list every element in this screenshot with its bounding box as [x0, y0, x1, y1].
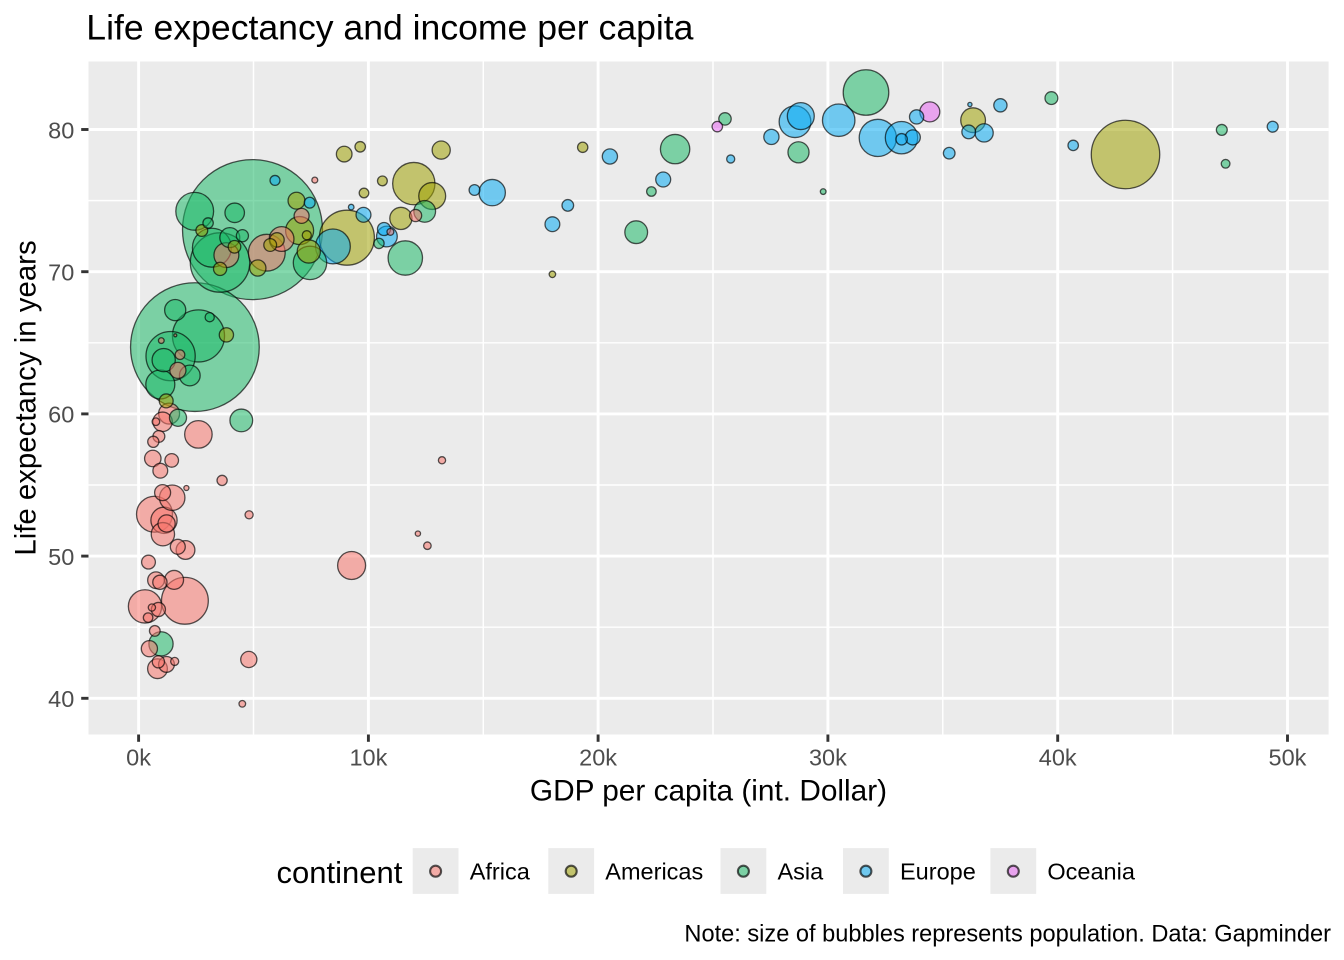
svg-text:Oceania: Oceania [1047, 859, 1135, 885]
svg-text:Life expectancy and income per: Life expectancy and income per capita [86, 8, 693, 48]
svg-text:GDP per capita (int. Dollar): GDP per capita (int. Dollar) [530, 775, 887, 808]
svg-text:80: 80 [48, 117, 74, 143]
svg-text:40k: 40k [1039, 744, 1077, 770]
svg-text:Asia: Asia [778, 859, 825, 885]
svg-text:50: 50 [48, 544, 74, 570]
svg-text:Americas: Americas [605, 859, 703, 885]
svg-text:50k: 50k [1269, 744, 1307, 770]
svg-text:Africa: Africa [470, 859, 531, 885]
svg-text:0k: 0k [126, 744, 151, 770]
svg-text:70: 70 [48, 260, 74, 286]
svg-text:Life expectancy in years: Life expectancy in years [10, 240, 43, 555]
svg-text:continent: continent [277, 855, 403, 890]
svg-text:Note: size of bubbles represen: Note: size of bubbles represents populat… [684, 922, 1331, 948]
svg-text:40: 40 [48, 686, 74, 712]
svg-text:Europe: Europe [900, 859, 976, 885]
svg-text:10k: 10k [349, 744, 387, 770]
svg-text:30k: 30k [809, 744, 847, 770]
svg-text:60: 60 [48, 402, 74, 428]
svg-text:20k: 20k [579, 744, 617, 770]
